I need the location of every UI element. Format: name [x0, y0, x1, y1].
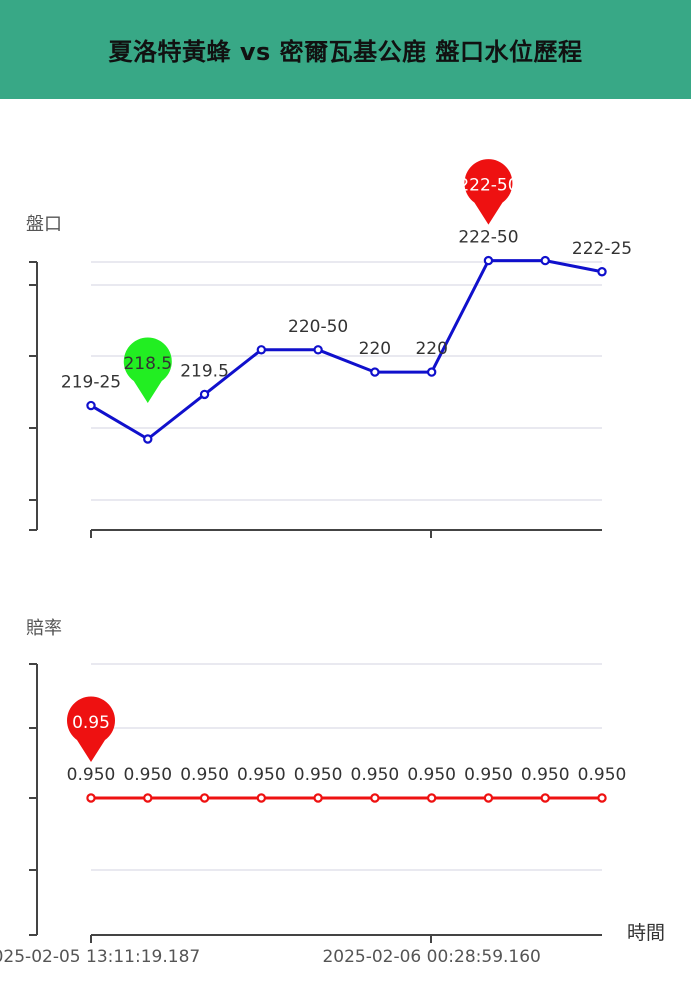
handicap-y-axis-label: 盤口 — [26, 214, 62, 235]
page-header: 夏洛特黃蜂 vs 密爾瓦基公鹿 盤口水位歷程 — [0, 0, 691, 99]
data-point — [256, 793, 267, 803]
odds-x-axis-label: 時間 — [627, 922, 665, 944]
data-point — [199, 793, 210, 803]
data-point — [540, 793, 550, 803]
odds-y-axis — [29, 663, 38, 936]
data-label: 222-50 — [458, 228, 518, 248]
page-title: 夏洛特黃蜂 vs 密爾瓦基公鹿 盤口水位歷程 — [108, 38, 583, 66]
data-point — [426, 367, 437, 377]
data-point — [313, 345, 323, 355]
data-label: 0.950 — [351, 765, 400, 785]
data-label: 0.950 — [578, 765, 627, 785]
data-label: 0.950 — [237, 765, 286, 785]
data-label: 220-50 — [288, 317, 348, 337]
data-label: 220 — [415, 339, 447, 359]
data-label: 0.950 — [521, 765, 570, 785]
odds-y-axis-label: 賠率 — [26, 618, 62, 639]
max-value-marker-text: 0.95 — [72, 713, 110, 733]
data-point — [256, 345, 267, 355]
max-value-marker: 0.95 — [66, 696, 116, 762]
min-value-marker: 218.5 — [123, 337, 172, 403]
max-value-marker-shape — [66, 696, 116, 762]
data-label: 0.950 — [67, 765, 116, 785]
x-tick-label: 2025-02-06 00:28:59.160 — [322, 947, 540, 967]
data-point — [86, 400, 96, 411]
data-label: 219-25 — [61, 373, 121, 393]
data-point — [313, 793, 323, 803]
data-point — [483, 793, 494, 803]
data-label: 0.950 — [123, 765, 172, 785]
odds-x-tick-labels: 2025-02-05 13:11:19.187 2025-02-06 00:28:… — [0, 947, 541, 967]
odds-series: 0.950 0.950 0.950 0.950 0.950 0.950 0.950 0.950… — [66, 696, 627, 803]
data-label: 219.5 — [180, 361, 229, 381]
data-point — [199, 389, 210, 400]
data-point — [143, 434, 153, 444]
max-value-marker-text: 222-50 — [458, 176, 518, 196]
data-label: 222-25 — [572, 239, 632, 259]
data-point — [597, 267, 607, 277]
handicap-y-axis — [29, 261, 38, 531]
min-value-marker-shape — [123, 337, 172, 403]
data-point — [597, 793, 607, 803]
handicap-series: 219-25 219.5 220-50 220 220 222-50 222-25 218.5… — [61, 159, 632, 444]
min-value-marker-text: 218.5 — [123, 354, 172, 374]
handicap-gridlines — [91, 261, 602, 501]
data-point — [370, 367, 380, 377]
data-label: 0.950 — [180, 765, 229, 785]
handicap-x-axis — [90, 529, 602, 538]
data-label: 220 — [359, 339, 391, 359]
data-point — [370, 793, 380, 803]
x-tick-label: 2025-02-05 13:11:19.187 — [0, 947, 200, 967]
data-label: 0.950 — [407, 765, 456, 785]
data-point — [483, 255, 494, 266]
odds-x-axis — [90, 934, 602, 943]
data-label: 0.950 — [294, 765, 343, 785]
data-point — [540, 255, 550, 266]
data-point — [426, 793, 437, 803]
data-label: 0.950 — [464, 765, 513, 785]
series-line — [90, 259, 603, 441]
max-value-marker: 222-50 — [458, 159, 519, 225]
data-point — [143, 793, 153, 803]
odds-chart: 賠率 時間 0.950 0.950 0.950 0.950 0.950 0.950 0.95… — [0, 618, 665, 967]
data-point — [86, 793, 96, 803]
max-value-marker-shape — [464, 159, 513, 225]
